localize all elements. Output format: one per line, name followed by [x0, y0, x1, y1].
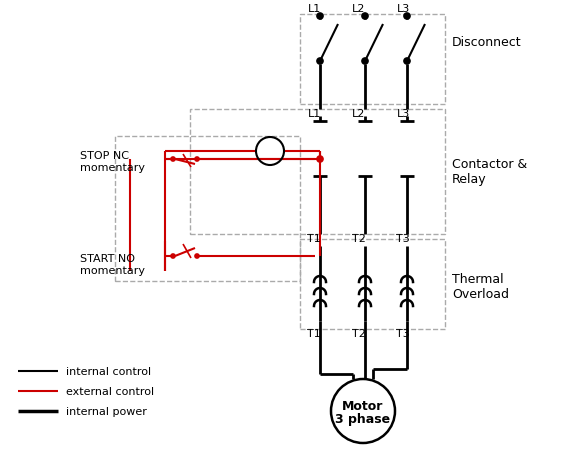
Text: L2: L2 [353, 109, 366, 119]
Text: T1: T1 [307, 234, 321, 244]
Text: Disconnect: Disconnect [452, 35, 522, 49]
Circle shape [171, 158, 175, 162]
Circle shape [362, 59, 368, 65]
Circle shape [317, 157, 323, 163]
Text: L3: L3 [396, 4, 410, 14]
Bar [300, 239, 445, 329]
Circle shape [171, 255, 175, 258]
Circle shape [317, 59, 323, 65]
Text: Motor: Motor [342, 400, 384, 413]
Bar [115, 137, 300, 281]
Text: T2: T2 [352, 328, 366, 338]
Text: T1: T1 [307, 328, 321, 338]
Text: T3: T3 [396, 234, 410, 244]
Bar [190, 110, 445, 235]
Text: START NO
momentary: START NO momentary [80, 254, 145, 275]
Text: L3: L3 [396, 109, 410, 119]
Text: internal control: internal control [66, 366, 151, 376]
Text: STOP NC
momentary: STOP NC momentary [80, 151, 145, 172]
Bar [300, 15, 445, 105]
Text: L1: L1 [308, 4, 321, 14]
Circle shape [195, 255, 199, 258]
Circle shape [362, 14, 368, 20]
Text: external control: external control [66, 386, 154, 396]
Text: internal power: internal power [66, 406, 147, 416]
Text: Contactor &
Relay: Contactor & Relay [452, 158, 527, 186]
Circle shape [404, 14, 410, 20]
Text: L1: L1 [308, 109, 321, 119]
Circle shape [195, 158, 199, 162]
Text: Thermal
Overload: Thermal Overload [452, 272, 509, 300]
Text: 3 phase: 3 phase [335, 413, 391, 426]
Text: T3: T3 [396, 328, 410, 338]
Circle shape [404, 59, 410, 65]
Text: T2: T2 [352, 234, 366, 244]
Circle shape [317, 14, 323, 20]
Text: L2: L2 [353, 4, 366, 14]
